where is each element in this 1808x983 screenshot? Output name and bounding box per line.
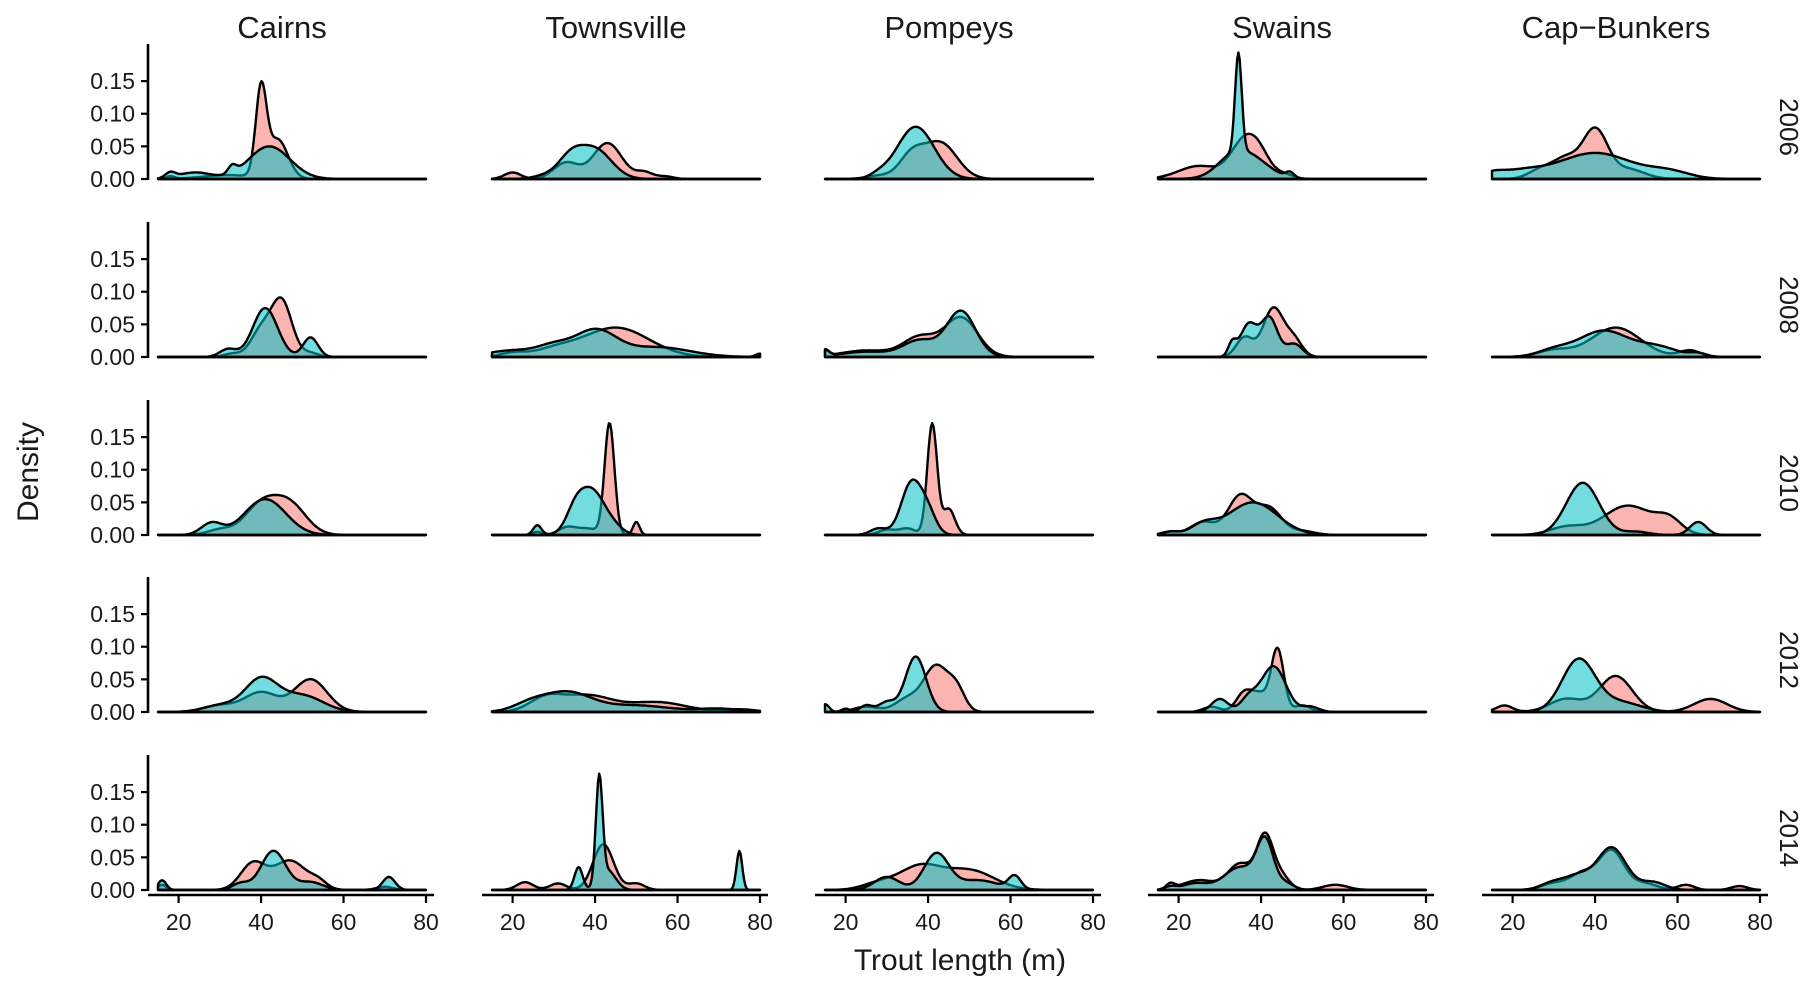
y-tick-label: 0.15 [90,779,135,805]
facet-column-title: Cap−Bunkers [1522,10,1711,45]
facet-column-title: Cairns [237,10,327,45]
y-tick-label: 0.00 [90,522,135,548]
x-tick-label: 20 [1166,909,1192,935]
density-curve-cyan [1156,835,1428,892]
x-tick-label: 60 [1331,909,1357,935]
x-tick-label: 80 [747,909,773,935]
x-tick-label: 60 [331,909,357,935]
facet-row-title: 2012 [1774,631,1804,689]
y-tick-label: 0.05 [90,489,135,515]
y-tick-label: 0.00 [90,877,135,903]
y-tick-label: 0.10 [90,812,135,838]
facet-column-title: Swains [1232,10,1332,45]
x-tick-label: 40 [582,909,608,935]
x-tick-label: 40 [248,909,274,935]
density-curve-red [156,296,428,359]
y-tick-label: 0.15 [90,246,135,272]
y-tick-label: 0.10 [90,279,135,305]
facet-column-title: Townsville [545,10,686,45]
density-curve-red [823,139,1095,181]
x-tick-label: 20 [833,909,859,935]
x-tick-label: 60 [665,909,691,935]
x-axis-title: Trout length (m) [854,944,1066,977]
x-tick-label: 40 [915,909,941,935]
x-tick-label: 20 [500,909,526,935]
x-tick-label: 60 [998,909,1024,935]
y-tick-label: 0.05 [90,133,135,159]
x-tick-label: 60 [1665,909,1691,935]
facet-column-title: Pompeys [884,10,1013,45]
y-tick-label: 0.15 [90,601,135,627]
y-tick-label: 0.05 [90,311,135,337]
facet-row-title: 2008 [1774,276,1804,334]
x-tick-label: 80 [1747,909,1773,935]
y-tick-label: 0.15 [90,424,135,450]
x-tick-label: 80 [1413,909,1439,935]
y-tick-label: 0.10 [90,457,135,483]
density-curve-cyan [1490,846,1762,892]
y-tick-label: 0.15 [90,68,135,94]
x-tick-label: 40 [1582,909,1608,935]
density-curve-cyan [1156,665,1428,714]
density-curve-red [490,843,762,892]
facet-row-title: 2006 [1774,98,1804,156]
y-tick-label: 0.00 [90,166,135,192]
density-curve-cyan [1156,501,1428,537]
facet-row-title: 2014 [1774,809,1804,867]
y-axis-title: Density [12,422,45,522]
density-curve-red [823,422,1095,537]
density-curve-cyan [1156,51,1428,181]
density-curve-cyan [490,690,762,714]
y-tick-label: 0.00 [90,344,135,370]
facet-row-title: 2010 [1774,454,1804,512]
density-curve-cyan [156,145,428,181]
density-curve-red [490,422,762,537]
density-curve-cyan [490,772,762,892]
density-curve-cyan [156,675,428,714]
y-tick-label: 0.10 [90,101,135,127]
density-curve-cyan [490,327,762,359]
density-curve-red [1156,831,1428,892]
x-tick-label: 20 [1500,909,1526,935]
density-curve-cyan [1490,151,1762,181]
x-tick-label: 40 [1248,909,1274,935]
y-tick-label: 0.00 [90,699,135,725]
x-tick-label: 20 [166,909,192,935]
x-tick-label: 80 [1080,909,1106,935]
x-tick-label: 80 [413,909,439,935]
density-curve-cyan [490,485,762,537]
y-tick-label: 0.10 [90,634,135,660]
y-tick-label: 0.05 [90,666,135,692]
y-tick-label: 0.05 [90,844,135,870]
